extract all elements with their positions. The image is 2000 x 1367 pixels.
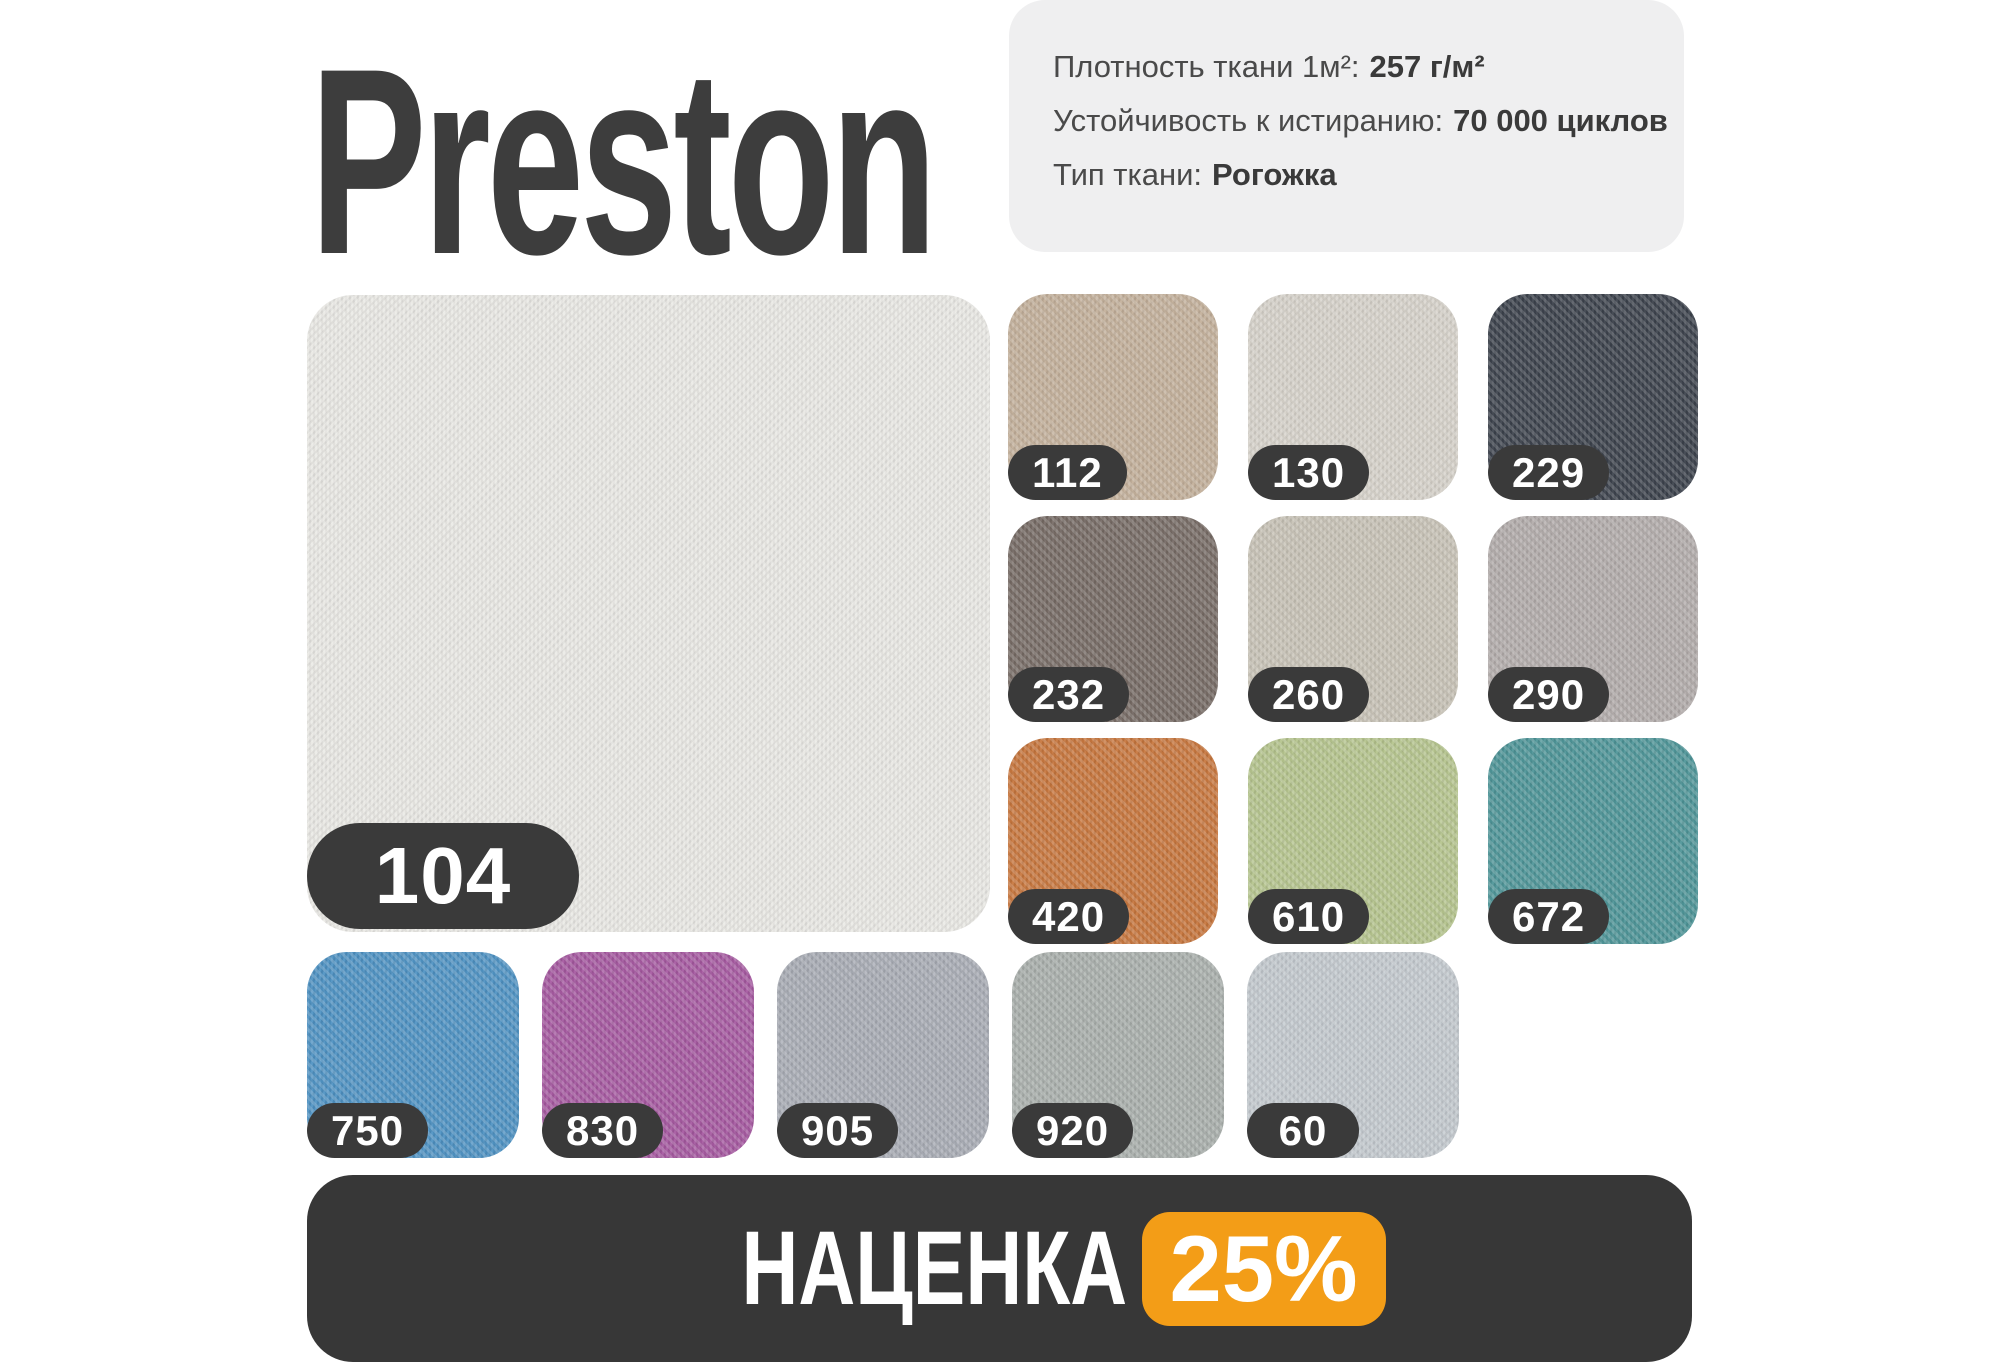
fabric-swatch-60[interactable]: 60	[1247, 952, 1459, 1158]
fabric-specs-card: Плотность ткани 1м²: 257 г/м² Устойчивост…	[1009, 0, 1684, 252]
swatch-code-badge: 750	[307, 1103, 429, 1158]
swatch-code-badge: 232	[1008, 667, 1130, 722]
main-fabric-swatch[interactable]: 104	[307, 295, 990, 932]
fabric-swatch-610[interactable]: 610	[1248, 738, 1458, 944]
swatch-code: 130	[1272, 448, 1346, 496]
swatch-code: 905	[801, 1106, 875, 1154]
spec-fabric-type: Тип ткани: Рогожка	[1053, 148, 1684, 202]
fabric-swatch-232[interactable]: 232	[1008, 516, 1218, 722]
fabric-swatch-905[interactable]: 905	[777, 952, 989, 1158]
swatch-code-badge: 672	[1488, 889, 1610, 944]
swatch-code-badge: 920	[1012, 1103, 1134, 1158]
markup-label: НАЦЕНКА	[741, 1209, 1128, 1327]
swatch-code-badge: 229	[1488, 445, 1610, 500]
spec-abrasion-value: 70 000 циклов	[1453, 103, 1668, 138]
main-swatch-code-badge: 104	[307, 823, 579, 929]
swatch-code: 420	[1032, 892, 1106, 940]
swatch-code: 672	[1512, 892, 1586, 940]
page-title: Preston	[310, 14, 937, 310]
swatch-code: 260	[1272, 670, 1346, 718]
fabric-swatch-260[interactable]: 260	[1248, 516, 1458, 722]
swatch-code-badge: 610	[1248, 889, 1370, 944]
swatch-code: 920	[1036, 1106, 1110, 1154]
swatch-code-badge: 290	[1488, 667, 1610, 722]
spec-fabric-type-label: Тип ткани:	[1053, 157, 1203, 192]
fabric-swatch-420[interactable]: 420	[1008, 738, 1218, 944]
spec-abrasion: Устойчивость к истиранию: 70 000 циклов	[1053, 94, 1684, 148]
swatch-code-badge: 130	[1248, 445, 1370, 500]
markup-percent-value: 25%	[1169, 1215, 1358, 1321]
swatch-code: 750	[331, 1106, 405, 1154]
swatch-code: 60	[1278, 1106, 1328, 1154]
spec-density-label: Плотность ткани 1м²:	[1053, 49, 1360, 84]
spec-density: Плотность ткани 1м²: 257 г/м²	[1053, 40, 1684, 94]
markup-bar: НАЦЕНКА 25%	[307, 1175, 1692, 1362]
fabric-swatch-112[interactable]: 112	[1008, 294, 1218, 500]
markup-percent-badge: 25%	[1141, 1211, 1386, 1326]
swatch-code-badge: 260	[1248, 667, 1370, 722]
swatch-code: 830	[566, 1106, 640, 1154]
fabric-swatch-290[interactable]: 290	[1488, 516, 1698, 722]
swatch-code: 290	[1512, 670, 1586, 718]
bottom-swatch-row: 750 830 905 920 60	[307, 952, 1459, 1158]
swatch-code-badge: 905	[777, 1103, 899, 1158]
fabric-swatch-229[interactable]: 229	[1488, 294, 1698, 500]
main-swatch-code: 104	[374, 831, 512, 920]
swatch-code: 232	[1032, 670, 1106, 718]
swatch-grid: 112 130 229 232 260 290 420 610 672	[1008, 294, 1698, 944]
fabric-swatch-130[interactable]: 130	[1248, 294, 1458, 500]
swatch-code-badge: 830	[542, 1103, 664, 1158]
fabric-swatch-830[interactable]: 830	[542, 952, 754, 1158]
spec-fabric-type-value: Рогожка	[1212, 157, 1337, 192]
swatch-code-badge: 60	[1247, 1103, 1359, 1158]
spec-density-value: 257 г/м²	[1369, 49, 1485, 84]
swatch-code: 610	[1272, 892, 1346, 940]
swatch-code-badge: 420	[1008, 889, 1130, 944]
swatch-code: 112	[1032, 448, 1103, 496]
spec-abrasion-label: Устойчивость к истиранию:	[1053, 103, 1444, 138]
fabric-swatch-920[interactable]: 920	[1012, 952, 1224, 1158]
fabric-swatch-750[interactable]: 750	[307, 952, 519, 1158]
swatch-code-badge: 112	[1008, 445, 1127, 500]
fabric-swatch-672[interactable]: 672	[1488, 738, 1698, 944]
swatch-code: 229	[1512, 448, 1586, 496]
